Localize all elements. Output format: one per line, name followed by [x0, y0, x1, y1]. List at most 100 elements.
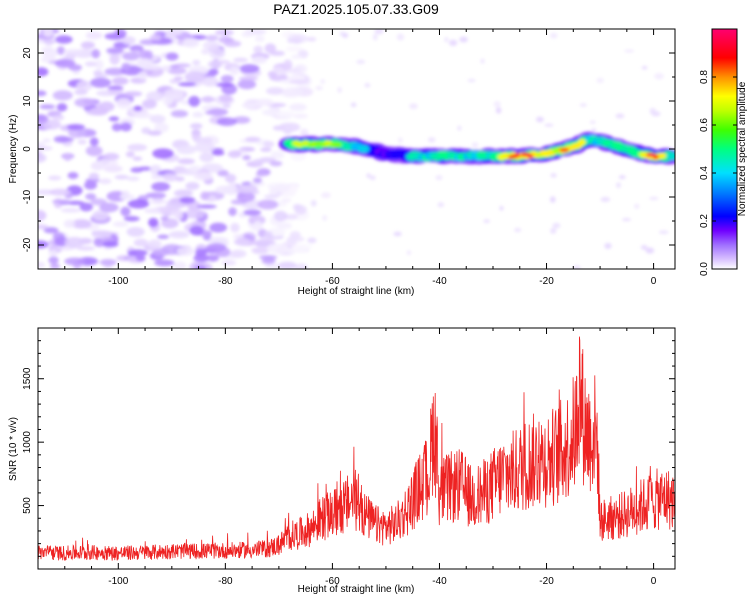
spectral-noise-blob	[228, 207, 237, 217]
spectral-noise-blob	[52, 90, 73, 101]
spectral-noise-blob	[108, 116, 120, 122]
spectral-noise-blob	[374, 29, 384, 35]
spectral-noise-blob	[107, 85, 124, 90]
spectral-noise-blob	[634, 203, 640, 209]
spectral-noise-blob	[275, 184, 290, 192]
spectral-noise-blob	[274, 68, 288, 75]
spectral-noise-blob	[124, 91, 143, 97]
spectral-noise-blob	[136, 58, 153, 68]
spectral-noise-blob	[321, 192, 331, 199]
spectral-noise-blob	[616, 182, 621, 189]
spectral-noise-blob	[658, 230, 669, 234]
spectral-noise-blob	[300, 128, 309, 138]
spectral-noise-blob	[42, 138, 51, 144]
spectral-noise-blob	[222, 103, 231, 109]
spectral-noise-blob	[54, 59, 76, 68]
spectral-noise-blob	[471, 142, 479, 148]
spectral-noise-blob	[111, 77, 129, 85]
spectral-noise-blob	[38, 114, 49, 124]
spectral-noise-blob	[76, 246, 96, 251]
spectral-noise-blob	[99, 258, 117, 266]
spectral-noise-blob	[168, 230, 190, 239]
spectral-noise-blob	[550, 32, 558, 39]
spectral-noise-blob	[202, 40, 221, 51]
spectral-noise-blob	[241, 102, 257, 109]
spectral-noise-blob	[84, 180, 98, 190]
x-tick-label: -60	[325, 576, 340, 587]
spectral-noise-blob	[480, 58, 485, 64]
spectral-noise-blob	[192, 59, 201, 66]
spectral-noise-blob	[38, 210, 47, 221]
spectral-noise-blob	[292, 203, 302, 211]
spectral-noise-blob	[185, 181, 200, 191]
spectral-noise-blob	[106, 47, 124, 54]
spectral-noise-blob	[103, 152, 120, 161]
spectral-noise-blob	[641, 66, 648, 70]
spectral-noise-blob	[230, 249, 247, 258]
spectral-noise-blob	[251, 247, 269, 255]
spectral-noise-blob	[48, 249, 59, 257]
spectral-noise-blob	[396, 33, 405, 41]
spectral-noise-blob	[135, 254, 146, 262]
spectral-noise-blob	[67, 171, 79, 180]
spectral-noise-blob	[38, 261, 46, 268]
spectral-noise-blob	[448, 39, 458, 47]
x-tick-label: -100	[108, 276, 128, 287]
spectral-noise-blob	[645, 247, 655, 254]
spectral-noise-blob	[38, 240, 49, 249]
spectral-noise-blob	[184, 209, 205, 219]
spectral-noise-blob	[276, 222, 292, 230]
spectral-noise-blob	[236, 184, 258, 194]
spectrogram-ylabel: Frequency (Hz)	[8, 115, 19, 184]
spectral-noise-blob	[552, 222, 561, 229]
spectral-noise-blob	[207, 60, 223, 69]
spectral-noise-blob	[89, 137, 99, 147]
spectral-ridge-blob	[652, 154, 659, 159]
spectral-noise-blob	[264, 263, 283, 269]
snr-series-line	[38, 336, 675, 561]
spectral-noise-blob	[63, 152, 72, 161]
spectral-noise-blob	[154, 122, 169, 133]
spectral-noise-blob	[94, 59, 104, 70]
spectral-noise-blob	[152, 148, 174, 159]
spectral-noise-blob	[364, 83, 371, 88]
spectral-noise-blob	[350, 102, 357, 108]
snr-axes: -100 -80 -60 -40 -20 0 500 1000 1500	[22, 327, 675, 587]
spectral-noise-blob	[160, 30, 183, 37]
spectral-noise-blob	[151, 181, 171, 192]
spectral-noise-blob	[189, 225, 204, 236]
spectral-noise-blob	[146, 91, 165, 102]
spectral-noise-blob	[369, 175, 376, 181]
spectral-ridge-blob	[324, 139, 333, 146]
spectral-noise-blob	[200, 191, 210, 201]
spectral-noise-blob	[58, 137, 75, 142]
spectral-noise-blob	[51, 199, 71, 204]
spectrogram-noise-blobs	[38, 29, 671, 269]
spectral-noise-blob	[49, 263, 61, 269]
spectral-noise-blob	[129, 45, 144, 53]
spectral-noise-blob	[229, 66, 240, 76]
spectral-noise-blob	[63, 48, 84, 55]
spectral-noise-blob	[56, 46, 66, 55]
spectral-noise-blob	[291, 243, 309, 254]
spectrogram-xlabel: Height of straight line (km)	[298, 286, 415, 297]
spectral-noise-blob	[173, 261, 187, 269]
spectral-noise-blob	[550, 227, 557, 234]
spectral-noise-blob	[618, 175, 626, 180]
spectral-noise-blob	[123, 216, 140, 222]
spectral-noise-blob	[218, 94, 233, 103]
spectral-noise-blob	[148, 198, 168, 205]
spectral-noise-blob	[121, 62, 131, 72]
spectral-noise-blob	[459, 36, 468, 43]
spectral-ridge-blob	[357, 144, 370, 153]
spectral-noise-blob	[193, 137, 213, 144]
spectral-noise-blob	[64, 257, 86, 266]
spectral-noise-blob	[233, 238, 251, 246]
spectral-noise-blob	[269, 160, 283, 167]
spectral-noise-blob	[253, 177, 263, 184]
spectral-noise-blob	[366, 173, 371, 178]
spectral-noise-blob	[291, 54, 303, 60]
spectral-noise-blob	[295, 263, 308, 269]
spectral-noise-blob	[214, 82, 234, 87]
spectral-noise-blob	[201, 48, 210, 55]
